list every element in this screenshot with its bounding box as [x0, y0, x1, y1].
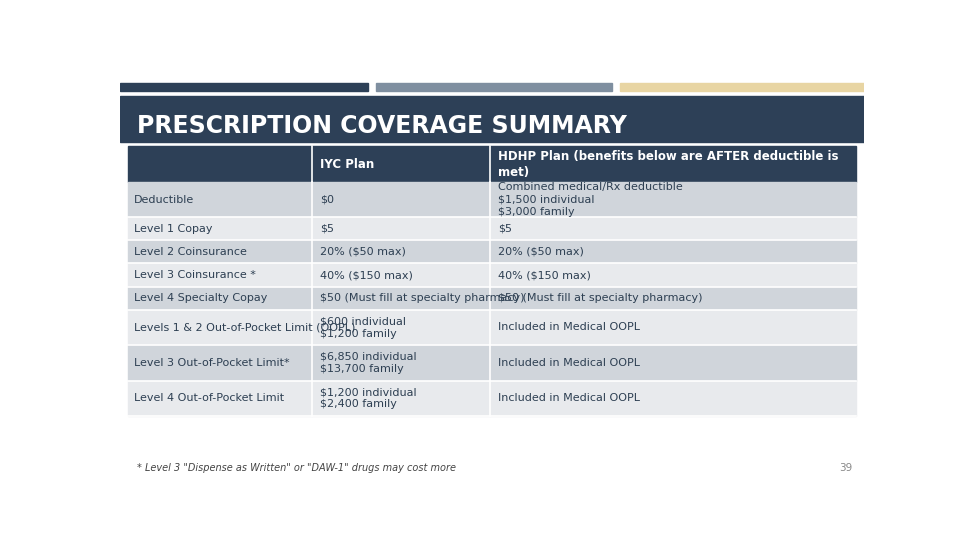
Bar: [128, 381, 312, 416]
Text: Level 2 Coinsurance: Level 2 Coinsurance: [134, 247, 247, 257]
Text: PRESCRIPTION COVERAGE SUMMARY: PRESCRIPTION COVERAGE SUMMARY: [137, 114, 627, 138]
Bar: [128, 146, 312, 182]
Bar: [312, 146, 491, 182]
Bar: [491, 309, 856, 345]
Text: Level 4 Specialty Copay: Level 4 Specialty Copay: [134, 293, 267, 303]
Bar: [312, 182, 491, 217]
Bar: [128, 287, 312, 309]
Text: Level 3 Coinsurance *: Level 3 Coinsurance *: [134, 270, 255, 280]
Bar: [375, 83, 612, 91]
Bar: [128, 309, 312, 345]
Bar: [491, 381, 856, 416]
Text: Levels 1 & 2 Out-of-Pocket Limit (OOPL): Levels 1 & 2 Out-of-Pocket Limit (OOPL): [134, 322, 355, 332]
Bar: [312, 381, 491, 416]
Text: Level 3 Out-of-Pocket Limit*: Level 3 Out-of-Pocket Limit*: [134, 358, 290, 368]
Text: Included in Medical OOPL: Included in Medical OOPL: [498, 322, 640, 332]
Bar: [128, 182, 312, 217]
Text: HDHP Plan (benefits below are AFTER deductible is
met): HDHP Plan (benefits below are AFTER dedu…: [498, 150, 839, 179]
Text: $0: $0: [320, 194, 334, 205]
Bar: [312, 264, 491, 287]
Text: $600 individual
$1,200 family: $600 individual $1,200 family: [320, 316, 406, 339]
Text: 20% ($50 max): 20% ($50 max): [498, 247, 584, 257]
Text: 20% ($50 max): 20% ($50 max): [320, 247, 406, 257]
Text: Level 4 Out-of-Pocket Limit: Level 4 Out-of-Pocket Limit: [134, 393, 284, 403]
Text: Deductible: Deductible: [134, 194, 194, 205]
Bar: [120, 83, 368, 91]
Bar: [312, 217, 491, 240]
Text: 40% ($150 max): 40% ($150 max): [498, 270, 591, 280]
Text: 40% ($150 max): 40% ($150 max): [320, 270, 413, 280]
Bar: [312, 240, 491, 264]
Text: $5: $5: [498, 224, 513, 234]
Text: * Level 3 "Dispense as Written" or "DAW-1" drugs may cost more: * Level 3 "Dispense as Written" or "DAW-…: [137, 463, 456, 473]
Text: IYC Plan: IYC Plan: [320, 158, 374, 171]
Bar: [128, 240, 312, 264]
Text: Included in Medical OOPL: Included in Medical OOPL: [498, 393, 640, 403]
Bar: [491, 287, 856, 309]
Bar: [120, 96, 864, 142]
Bar: [491, 264, 856, 287]
Bar: [491, 217, 856, 240]
Text: Level 1 Copay: Level 1 Copay: [134, 224, 212, 234]
Bar: [312, 309, 491, 345]
Bar: [491, 146, 856, 182]
Bar: [312, 287, 491, 309]
Bar: [128, 217, 312, 240]
Bar: [491, 345, 856, 381]
Text: $1,200 individual
$2,400 family: $1,200 individual $2,400 family: [320, 387, 417, 409]
Text: $50 (Must fill at specialty pharmacy): $50 (Must fill at specialty pharmacy): [498, 293, 703, 303]
Bar: [491, 240, 856, 264]
Text: $50 (Must fill at specialty pharmacy): $50 (Must fill at specialty pharmacy): [320, 293, 524, 303]
Text: 39: 39: [839, 463, 852, 473]
Text: Combined medical/Rx deductible
$1,500 individual
$3,000 family: Combined medical/Rx deductible $1,500 in…: [498, 182, 683, 217]
Bar: [312, 345, 491, 381]
Bar: [128, 345, 312, 381]
Bar: [128, 264, 312, 287]
Text: Included in Medical OOPL: Included in Medical OOPL: [498, 358, 640, 368]
Bar: [491, 182, 856, 217]
Text: $5: $5: [320, 224, 334, 234]
Bar: [620, 83, 864, 91]
Text: $6,850 individual
$13,700 family: $6,850 individual $13,700 family: [320, 352, 417, 374]
